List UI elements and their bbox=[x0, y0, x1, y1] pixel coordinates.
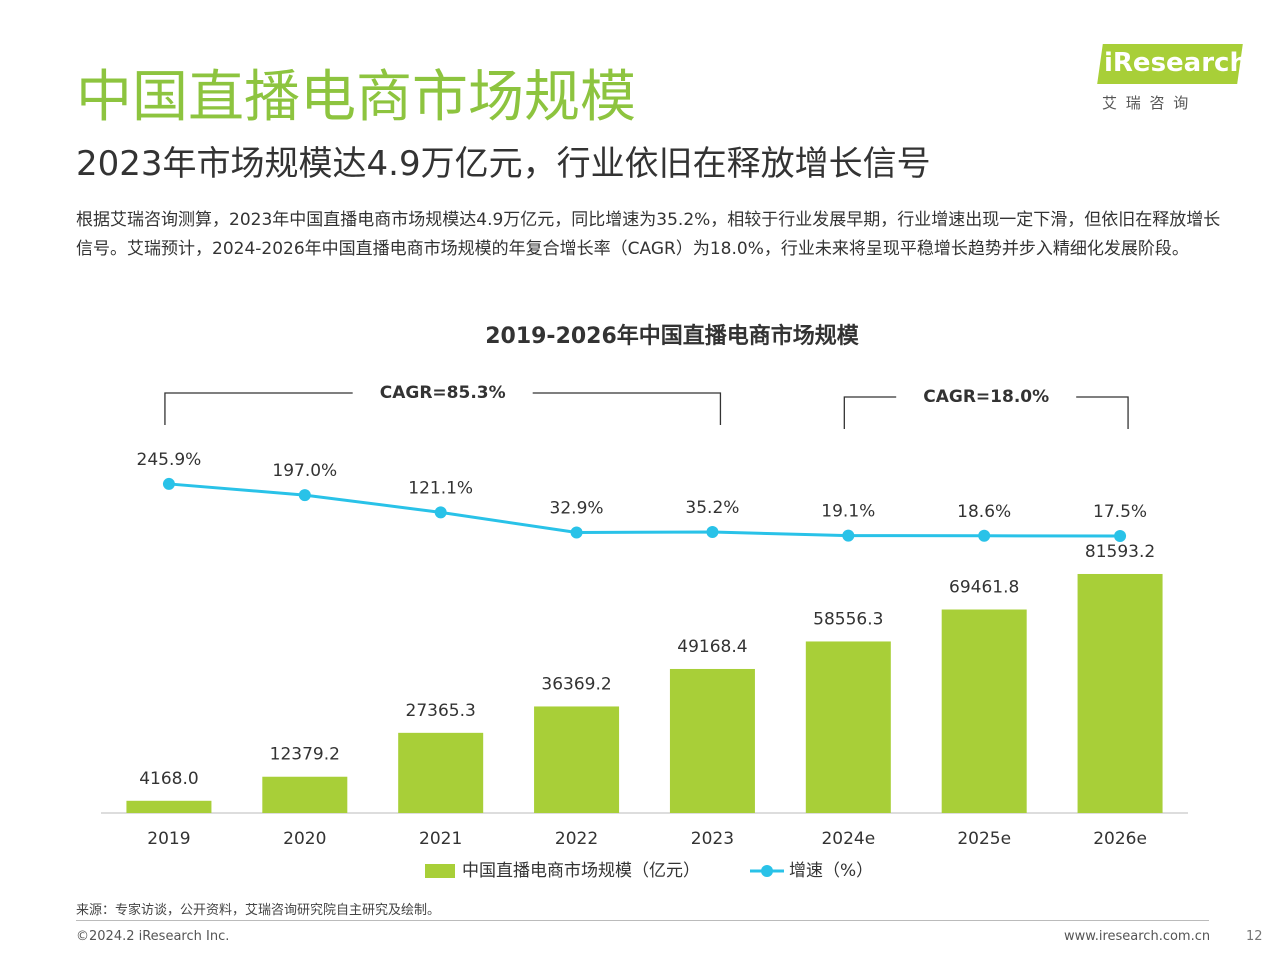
x-tick-label: 2022 bbox=[555, 829, 598, 849]
growth-point bbox=[1114, 530, 1127, 543]
x-tick-label: 2023 bbox=[691, 829, 734, 849]
cagr-label: CAGR=18.0% bbox=[923, 387, 1049, 407]
logo-name: iResearch bbox=[1104, 48, 1248, 78]
website: www.iresearch.com.cn bbox=[1064, 929, 1211, 944]
bar-label: 81593.2 bbox=[1085, 542, 1155, 562]
growth-point bbox=[978, 529, 991, 542]
growth-point bbox=[434, 506, 447, 519]
bar-label: 12379.2 bbox=[270, 745, 340, 765]
bar bbox=[941, 609, 1027, 813]
bar-label: 27365.3 bbox=[406, 701, 476, 721]
growth-label: 17.5% bbox=[1093, 502, 1147, 522]
growth-label: 18.6% bbox=[957, 502, 1011, 522]
x-tick-label: 2024e bbox=[821, 829, 875, 849]
bar bbox=[262, 776, 348, 813]
growth-label: 245.9% bbox=[137, 450, 202, 470]
bar-label: 69461.8 bbox=[949, 578, 1019, 598]
chart-title: 2019-2026年中国直播电商市场规模 bbox=[485, 323, 860, 349]
cagr-bracket bbox=[843, 396, 1129, 429]
bar bbox=[126, 800, 212, 813]
growth-point bbox=[298, 489, 311, 502]
bar-label: 49168.4 bbox=[677, 637, 747, 657]
growth-point bbox=[706, 525, 719, 538]
legend-label: 中国直播电商市场规模（亿元） bbox=[462, 861, 700, 881]
legend-dot bbox=[761, 865, 773, 877]
growth-point bbox=[570, 526, 583, 539]
logo-subtitle: 艾 瑞 咨 询 bbox=[1102, 94, 1191, 112]
growth-label: 35.2% bbox=[685, 498, 739, 518]
x-tick-label: 2019 bbox=[147, 829, 190, 849]
x-tick-label: 2026e bbox=[1093, 829, 1147, 849]
bar-label: 4168.0 bbox=[139, 769, 198, 789]
growth-line bbox=[168, 482, 1121, 538]
legend-label: 增速（%） bbox=[789, 861, 873, 881]
bar-label: 58556.3 bbox=[813, 609, 883, 629]
page-title: 中国直播电商市场规模 bbox=[76, 65, 636, 130]
growth-point bbox=[162, 477, 175, 490]
bar bbox=[398, 732, 484, 813]
bar bbox=[669, 668, 755, 813]
page-subtitle: 2023年市场规模达4.9万亿元，行业依旧在释放增长信号 bbox=[76, 144, 931, 184]
copyright: ©2024.2 iResearch Inc. bbox=[76, 929, 230, 944]
x-tick-label: 2025e bbox=[957, 829, 1011, 849]
cagr-bracket bbox=[164, 392, 722, 425]
bar bbox=[805, 641, 891, 813]
x-tick-label: 2020 bbox=[283, 829, 326, 849]
x-tick-label: 2021 bbox=[419, 829, 462, 849]
page-number: 12 bbox=[1246, 929, 1263, 944]
footer-rule bbox=[76, 920, 1209, 921]
growth-label: 19.1% bbox=[821, 502, 875, 522]
legend-swatch bbox=[425, 864, 455, 878]
source: 来源：专家访谈，公开资料，艾瑞咨询研究院自主研究及绘制。 bbox=[76, 903, 441, 918]
growth-label: 32.9% bbox=[550, 498, 604, 518]
growth-label: 197.0% bbox=[272, 461, 337, 481]
bar bbox=[534, 706, 620, 813]
growth-point bbox=[842, 529, 855, 542]
description: 根据艾瑞咨询测算，2023年中国直播电商市场规模达4.9万亿元，同比增速为35.… bbox=[76, 210, 1221, 259]
cagr-label: CAGR=85.3% bbox=[380, 383, 506, 403]
bar-label: 36369.2 bbox=[541, 674, 611, 694]
growth-label: 121.1% bbox=[408, 478, 473, 498]
bar bbox=[1077, 573, 1163, 813]
